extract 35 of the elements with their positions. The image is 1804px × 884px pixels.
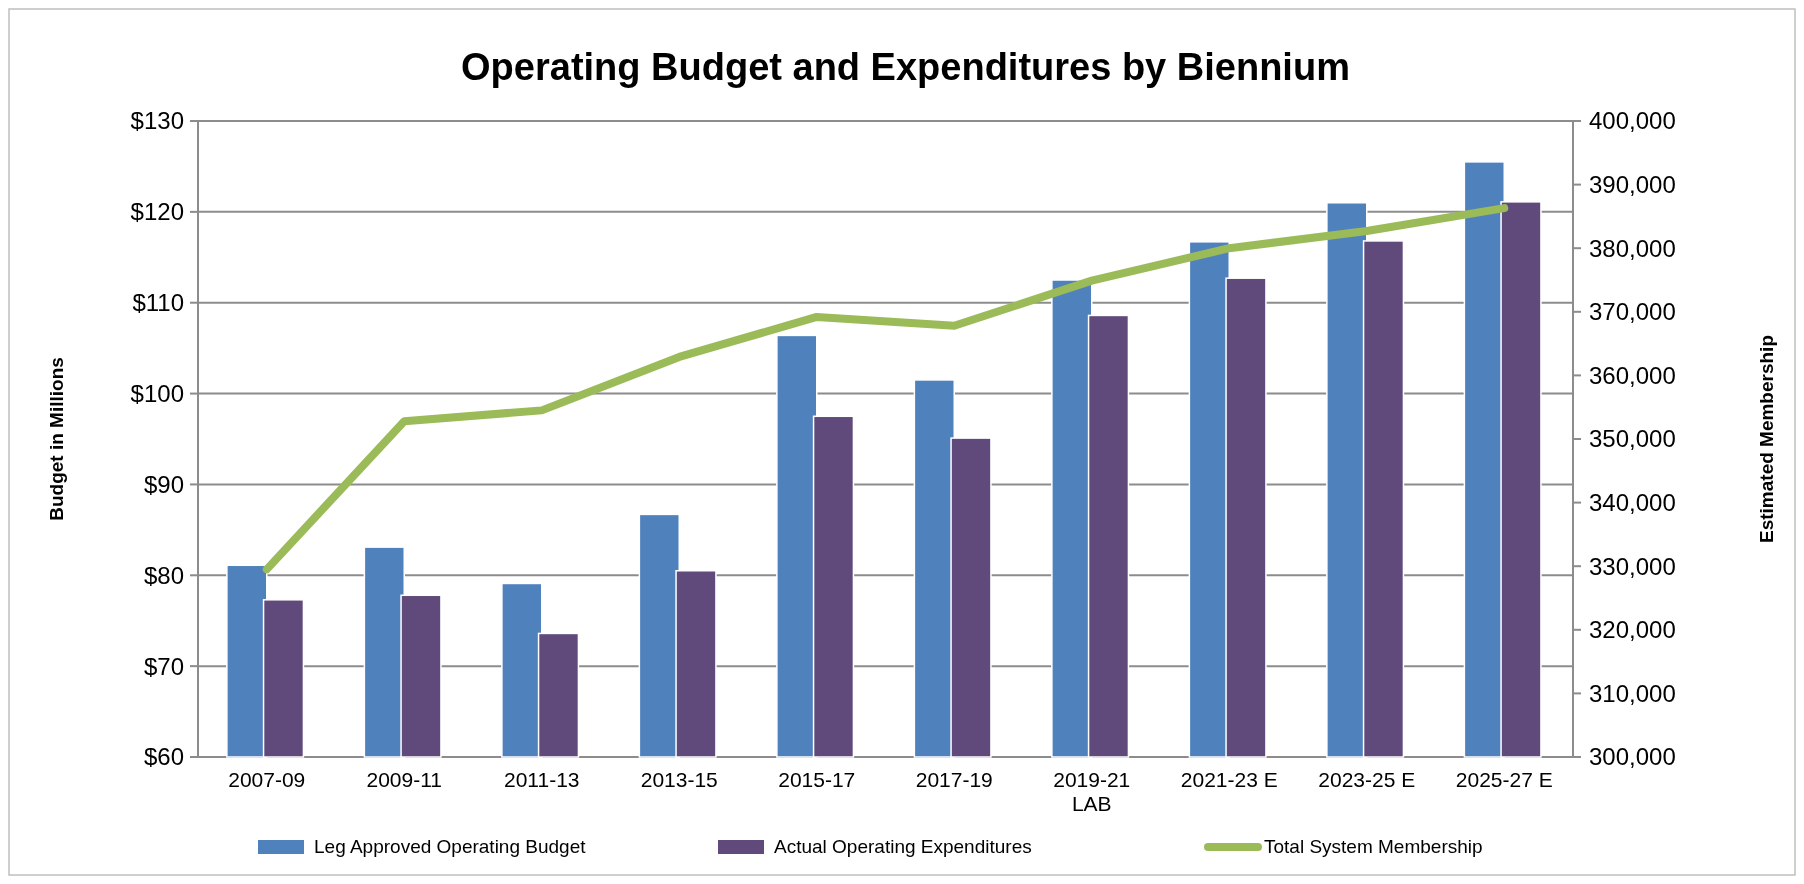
legend-label: Total System Membership bbox=[1264, 836, 1483, 857]
y2-axis-title: Estimated Membership bbox=[1756, 335, 1777, 543]
x-tick-label: 2021-23 E bbox=[1180, 768, 1278, 791]
y-tick-label: $110 bbox=[132, 289, 184, 317]
y-tick-label: $90 bbox=[143, 470, 184, 498]
y-tick-label: $80 bbox=[143, 561, 184, 589]
chart-title: Operating Budget and Expenditures by Biennium bbox=[461, 46, 1350, 88]
y2-tick-label: 380,000 bbox=[1589, 234, 1676, 262]
y2-tick-label: 370,000 bbox=[1589, 298, 1676, 326]
x-tick-label: 2015-17 bbox=[778, 768, 856, 791]
y-tick-label: $60 bbox=[143, 743, 184, 771]
legend-label: Leg Approved Operating Budget bbox=[314, 836, 587, 857]
y-tick-label: $100 bbox=[130, 379, 184, 407]
y2-tick-label: 300,000 bbox=[1589, 743, 1676, 771]
y2-tick-label: 310,000 bbox=[1589, 679, 1676, 707]
y2-tick-label: 340,000 bbox=[1589, 489, 1676, 516]
x-tick-label: 2019-21 LAB bbox=[1053, 768, 1131, 815]
y-tick-label: $120 bbox=[130, 198, 184, 226]
y-tick-label: $130 bbox=[130, 107, 184, 135]
y2-tick-label: 400,000 bbox=[1589, 107, 1676, 135]
x-tick-label: 2023-25 E bbox=[1318, 768, 1416, 791]
y2-tick-label: 360,000 bbox=[1589, 361, 1676, 389]
y2-tick-label: 320,000 bbox=[1589, 616, 1676, 644]
x-tick-label: 2007-09 bbox=[228, 768, 306, 791]
y-axis-title: Budget in Millions bbox=[46, 357, 67, 521]
x-tick-label: 2011-13 bbox=[503, 768, 580, 791]
legend-label: Actual Operating Expenditures bbox=[774, 836, 1032, 857]
y-tick-label: $70 bbox=[143, 652, 184, 680]
x-tick-label: 2009-11 bbox=[366, 768, 443, 791]
x-tick-label: 2017-19 bbox=[915, 768, 993, 791]
x-tick-label: 2025-27 E bbox=[1455, 768, 1553, 791]
x-tick-label: 2013-15 bbox=[640, 768, 718, 791]
y2-tick-label: 390,000 bbox=[1589, 171, 1676, 198]
y2-tick-label: 330,000 bbox=[1589, 552, 1676, 580]
y2-tick-label: 350,000 bbox=[1589, 425, 1676, 453]
